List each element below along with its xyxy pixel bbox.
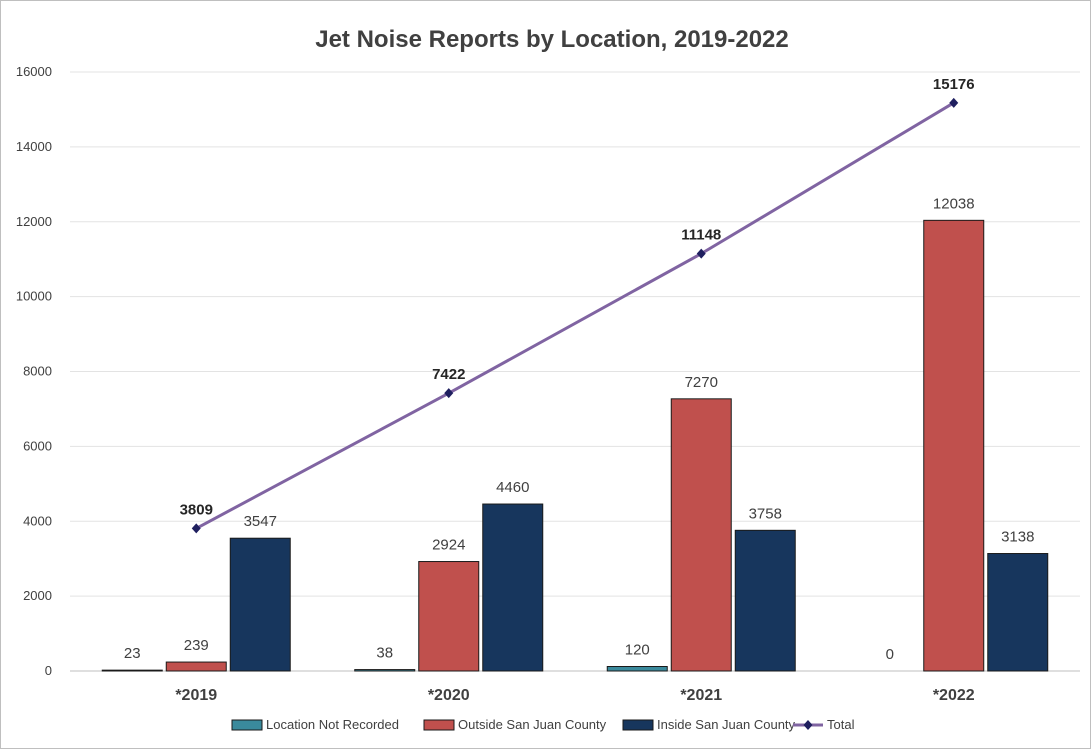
data-label: 2924	[432, 537, 465, 554]
y-tick-label: 14000	[16, 139, 52, 154]
total-label: 7422	[432, 366, 465, 383]
y-tick-label: 6000	[23, 438, 52, 453]
bars	[101, 219, 1049, 672]
data-label: 120	[625, 642, 650, 659]
chart-title: Jet Noise Reports by Location, 2019-2022	[315, 26, 789, 53]
legend-swatch-location-not-recorded	[231, 719, 263, 731]
total-point	[444, 388, 454, 399]
data-label: 3758	[749, 505, 782, 522]
legend-label-total: Total	[827, 717, 855, 732]
total-point	[949, 97, 959, 108]
x-tick-label: *2019	[175, 687, 217, 704]
data-label: 3138	[1001, 529, 1034, 546]
y-tick-label: 10000	[16, 289, 52, 304]
legend-swatch-outside-san-juan-county	[423, 719, 455, 731]
bar-outside-san-juan-county	[418, 561, 480, 672]
bar-outside-san-juan-county	[923, 219, 985, 672]
total-line	[195, 101, 955, 530]
legend: Location Not Recorded Outside San Juan Co…	[231, 717, 855, 732]
data-label: 7270	[685, 374, 718, 391]
data-label: 0	[886, 646, 894, 663]
data-label: 3547	[244, 513, 277, 530]
legend-label-outside-san-juan-county: Outside San Juan County	[458, 717, 607, 732]
data-label: 239	[184, 637, 209, 654]
total-label: 11148	[681, 227, 721, 244]
bar-inside-san-juan-county	[734, 529, 796, 672]
y-tick-label: 4000	[23, 513, 52, 528]
axis: 0 2000 4000 6000 8000 10000 12000 14000 16000 *20…	[16, 64, 975, 704]
legend-swatch-inside-san-juan-county	[622, 719, 654, 731]
data-label: 12038	[933, 195, 975, 212]
legend-label-location-not-recorded: Location Not Recorded	[266, 717, 399, 732]
bar-inside-san-juan-county	[229, 537, 291, 672]
total-label: 15176	[933, 76, 975, 93]
data-label: 4460	[496, 479, 529, 496]
bar-location-not-recorded	[354, 669, 416, 672]
y-tick-label: 8000	[23, 364, 52, 379]
x-tick-label: *2020	[428, 687, 470, 704]
total-label: 3809	[180, 501, 213, 518]
bar-inside-san-juan-county	[987, 553, 1049, 672]
data-label: 38	[376, 645, 393, 662]
bar-location-not-recorded	[606, 666, 668, 672]
y-tick-label: 12000	[16, 214, 52, 229]
total-point	[696, 248, 706, 259]
data-label: 23	[124, 645, 141, 662]
y-tick-label: 0	[45, 663, 52, 678]
bar-inside-san-juan-county	[482, 503, 544, 672]
legend-label-inside-san-juan-county: Inside San Juan County	[657, 717, 796, 732]
total-line-layer	[191, 97, 959, 534]
bar-outside-san-juan-county	[670, 398, 732, 672]
legend-marker-total	[803, 720, 813, 730]
bar-outside-san-juan-county	[165, 661, 227, 672]
bar-location-not-recorded	[101, 669, 163, 672]
y-tick-label: 16000	[16, 64, 52, 79]
x-tick-label: *2021	[680, 687, 722, 704]
x-tick-label: *2022	[933, 687, 975, 704]
y-tick-label: 2000	[23, 588, 52, 603]
data-labels: 23 239 3547 38 2924 4460 120 7270 3758 0 12038 3138…	[124, 76, 1035, 663]
total-point	[191, 523, 201, 534]
